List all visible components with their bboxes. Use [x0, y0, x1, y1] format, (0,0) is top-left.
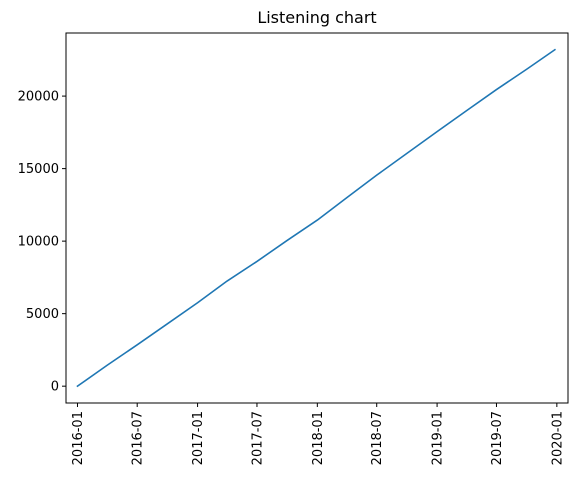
- series-line-0: [76, 48, 556, 388]
- x-tick-label: 2016-07: [131, 411, 146, 465]
- x-tick-label: 2018-07: [370, 411, 385, 465]
- x-axis: 2016-01 2016-07 2017-01 2017-07 2018-01 2018-…: [71, 403, 565, 465]
- x-tick-label: 2020-01: [550, 411, 565, 465]
- x-tick-label: 2019-01: [431, 411, 446, 465]
- chart-title: Listening chart: [257, 8, 376, 27]
- x-tick-label: 2018-01: [311, 411, 326, 465]
- x-tick-label: 2017-01: [191, 411, 206, 465]
- x-tick-label: 2019-07: [490, 411, 505, 465]
- y-axis: 0 5000 10000 15000 20000: [18, 90, 66, 395]
- axes-frame: [65, 32, 569, 404]
- y-tick-label: 10000: [18, 235, 59, 250]
- y-tick-label: 5000: [26, 307, 59, 322]
- y-tick-label: 15000: [18, 162, 59, 177]
- plot-area: [76, 48, 556, 388]
- x-tick-label: 2017-07: [250, 411, 265, 465]
- y-tick-label: 0: [51, 380, 59, 395]
- x-tick-label: 2016-01: [71, 411, 86, 465]
- y-tick-label: 20000: [18, 90, 59, 105]
